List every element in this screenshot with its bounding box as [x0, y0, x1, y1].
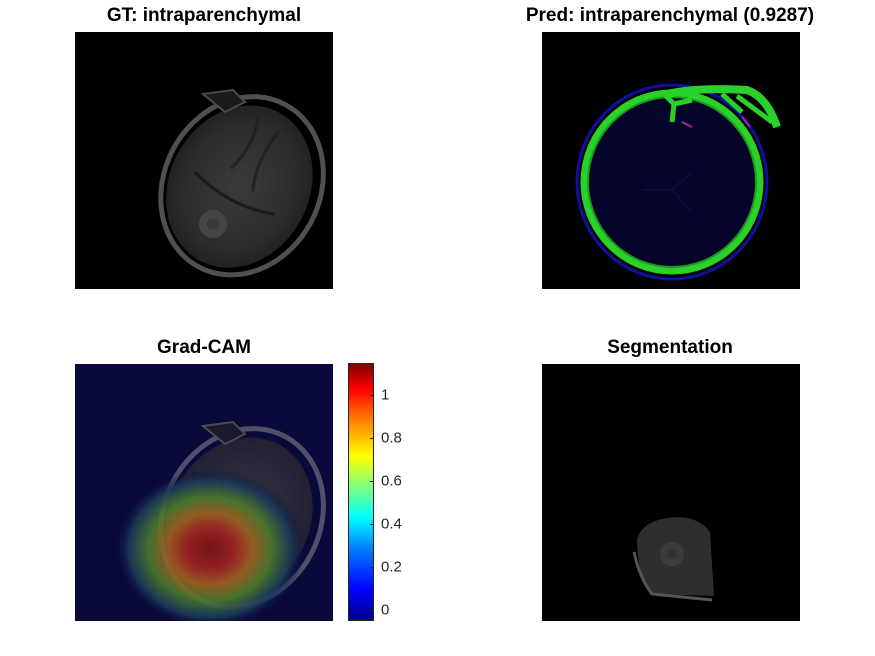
gradcam-title: Grad-CAM: [157, 337, 251, 358]
gradcam-overlay-image: [75, 364, 333, 621]
colorbar: [348, 363, 374, 621]
colorbar-tick-mark: [370, 610, 374, 611]
colorbar-tick-label: 0.2: [381, 558, 402, 576]
colorbar-tick-label: 1: [381, 386, 390, 404]
colorbar-tick-label: 0: [381, 601, 390, 619]
colorbar-tick-label: 0.8: [381, 429, 402, 447]
segmentation-title: Segmentation: [607, 337, 733, 358]
colorbar-tick-label: 0.4: [381, 515, 402, 533]
pred-title: Pred: intraparenchymal (0.9287): [525, 5, 815, 26]
pred-edge-image: [542, 32, 800, 289]
segmentation-image: [542, 364, 800, 621]
gt-ct-image: [75, 32, 333, 289]
colorbar-tick-mark: [370, 524, 374, 525]
colorbar-tick-mark: [370, 395, 374, 396]
colorbar-tick-mark: [370, 438, 374, 439]
gt-title: GT: intraparenchymal: [106, 5, 302, 26]
colorbar-tick-mark: [370, 481, 374, 482]
colorbar-tick-label: 0.6: [381, 472, 402, 490]
colorbar-tick-mark: [370, 567, 374, 568]
